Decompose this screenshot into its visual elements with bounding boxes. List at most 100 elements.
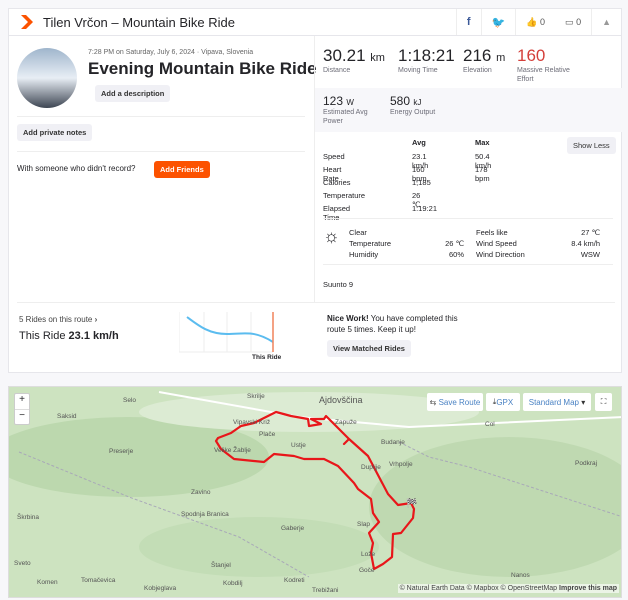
thumbs-up-icon: 👍 — [526, 16, 538, 27]
detail-label: Elapsed Time — [323, 204, 351, 222]
detail-max: 50.4 km/h — [475, 152, 492, 170]
weather-temp-label: Temperature — [349, 239, 392, 248]
feels-like-label: Feels like — [476, 228, 508, 237]
map-place-label: Kobdilj — [223, 580, 243, 587]
zoom-control: + − — [14, 393, 30, 425]
divider — [17, 302, 615, 303]
view-matched-rides-button[interactable]: View Matched Rides — [327, 340, 411, 357]
zoom-out-button[interactable]: − — [19, 410, 25, 421]
kudos-button[interactable]: 👍 0 — [515, 9, 555, 35]
map-place-label: Trebižani — [312, 587, 339, 594]
save-route-button[interactable]: ⇆ Save Route — [427, 393, 483, 411]
wind-direction-label: Wind Direction — [476, 250, 525, 259]
caret-down-icon: ▾ — [581, 397, 586, 407]
map-place-label: Komen — [37, 579, 58, 586]
twitter-share-button[interactable]: 🐦 — [480, 9, 516, 35]
map-place-label: Sveto — [14, 560, 31, 567]
route-speed-chart — [179, 312, 274, 353]
power-stat: 123 W Estimated Avg Power — [323, 94, 368, 125]
activity-header: Tilen Vrčon – Mountain Bike Ride f 🐦 👍 0… — [8, 8, 622, 36]
map-place-label: Ustje — [291, 442, 306, 449]
collapse-button[interactable]: ▲ — [591, 9, 621, 35]
wind-speed-label: Wind Speed — [476, 239, 517, 248]
detail-avg: 23.1 km/h — [412, 152, 429, 170]
map-place-label: Velike Žablje — [214, 447, 251, 454]
avatar[interactable] — [17, 48, 77, 108]
detail-avg: 1:19:21 — [412, 204, 438, 213]
route-message: Nice Work! You have completed this route… — [327, 314, 458, 334]
detail-avg: 26 ℃ — [412, 191, 421, 209]
comment-icon: ▭ — [565, 16, 574, 27]
relative-effort-stat[interactable]: 160 Massive Relative Effort — [517, 46, 570, 83]
secondary-stats-bg — [315, 88, 622, 132]
map-place-label: Kodreti — [284, 577, 305, 584]
map-place-label: Ajdovščina — [319, 395, 363, 405]
this-ride-speed: This Ride 23.1 km/h — [19, 330, 119, 342]
map-place-label: Štanjel — [211, 562, 231, 569]
detail-label: Calories — [323, 178, 351, 187]
map-place-label: Skrilje — [247, 393, 265, 400]
gpx-button[interactable]: ⤓ GPX — [486, 393, 520, 411]
map-place-label: Škrbina — [17, 514, 40, 521]
map-place-label: Vrhpolje — [389, 461, 413, 468]
detail-max: 178 bpm — [475, 165, 490, 183]
map-place-label: Col — [485, 421, 495, 428]
add-private-notes-button[interactable]: Add private notes — [17, 124, 93, 141]
add-friends-button[interactable]: Add Friends — [154, 161, 210, 178]
improve-map-link[interactable]: Improve this map — [559, 585, 617, 592]
download-icon: ⤓ — [492, 397, 497, 406]
humidity-value: 60% — [448, 250, 464, 259]
map-place-label: Dupljje — [361, 464, 381, 471]
map-place-label: Vipavski Križ — [233, 419, 271, 426]
elevation-stat: 216 m Elevation — [463, 46, 506, 74]
map-attribution: © Natural Earth Data © Mapbox © OpenStre… — [397, 584, 619, 593]
divider — [314, 36, 315, 302]
map-place-label: Preserje — [109, 448, 134, 455]
detail-avg: 1,185 — [412, 178, 431, 187]
map-terrain: 🏁 — [9, 387, 621, 597]
comments-button[interactable]: ▭ 0 — [555, 9, 591, 35]
header-title: Tilen Vrčon – Mountain Bike Ride — [43, 14, 235, 30]
map-place-label: Plače — [259, 431, 276, 438]
divider — [17, 116, 305, 117]
energy-stat: 580 kJ Energy Output — [390, 94, 436, 116]
divider — [323, 218, 613, 219]
map-place-label: Saksid — [57, 413, 77, 420]
route-line — [214, 410, 416, 571]
map-place-label: Spodnja Branica — [181, 511, 229, 518]
kudos-count: 0 — [540, 17, 546, 27]
wind-speed-value: 8.4 km/h — [571, 239, 600, 248]
feels-like-value: 27 ℃ — [581, 228, 600, 237]
weather-temp: 26 ℃ — [445, 239, 464, 248]
map-place-label: Zapuže — [335, 419, 357, 426]
zoom-in-button[interactable]: + — [15, 394, 29, 410]
show-less-button[interactable]: Show Less — [567, 137, 616, 154]
activity-summary: 7:28 PM on Saturday, July 6, 2024 · Vipa… — [8, 35, 622, 373]
activity-name: Evening Mountain Bike Ride — [88, 59, 317, 78]
fullscreen-button[interactable]: ⛶ — [595, 393, 612, 411]
route-map[interactable]: 🏁 Ajdovščina Skrilje Selo Saksid Vipavski Kr… — [8, 386, 622, 598]
map-place-label: Podkraj — [575, 460, 598, 467]
add-description-button[interactable]: Add a description — [95, 85, 171, 102]
sun-icon: ☼ — [323, 226, 340, 246]
map-type-dropdown[interactable]: Standard Map ▾ — [523, 393, 591, 411]
map-place-label: Budanje — [381, 439, 405, 446]
detail-avg: 160 bpm — [412, 165, 427, 183]
map-place-label: Kobjeglava — [144, 585, 177, 592]
max-header: Max — [475, 138, 490, 147]
map-place-label: Nanos — [511, 572, 530, 579]
weather-condition: Clear — [349, 228, 367, 237]
map-place-label: Goče — [359, 567, 375, 574]
wind-direction-value: WSW — [580, 250, 600, 259]
detail-label: Temperature — [323, 191, 366, 200]
this-ride-chart-label: This Ride — [252, 354, 282, 361]
facebook-share-button[interactable]: f — [455, 9, 481, 35]
humidity-label: Humidity — [349, 250, 379, 259]
map-place-label: Gaberje — [281, 525, 305, 532]
rides-on-route-link[interactable]: 5 Rides on this route › — [19, 315, 98, 324]
map-place-label: Selo — [123, 397, 137, 404]
distance-stat: 30.21 km Distance — [323, 46, 385, 74]
route-icon: ⇆ — [429, 397, 437, 407]
detail-label: Heart Rate — [323, 165, 342, 183]
someone-text: With someone who didn't record? — [17, 164, 136, 173]
